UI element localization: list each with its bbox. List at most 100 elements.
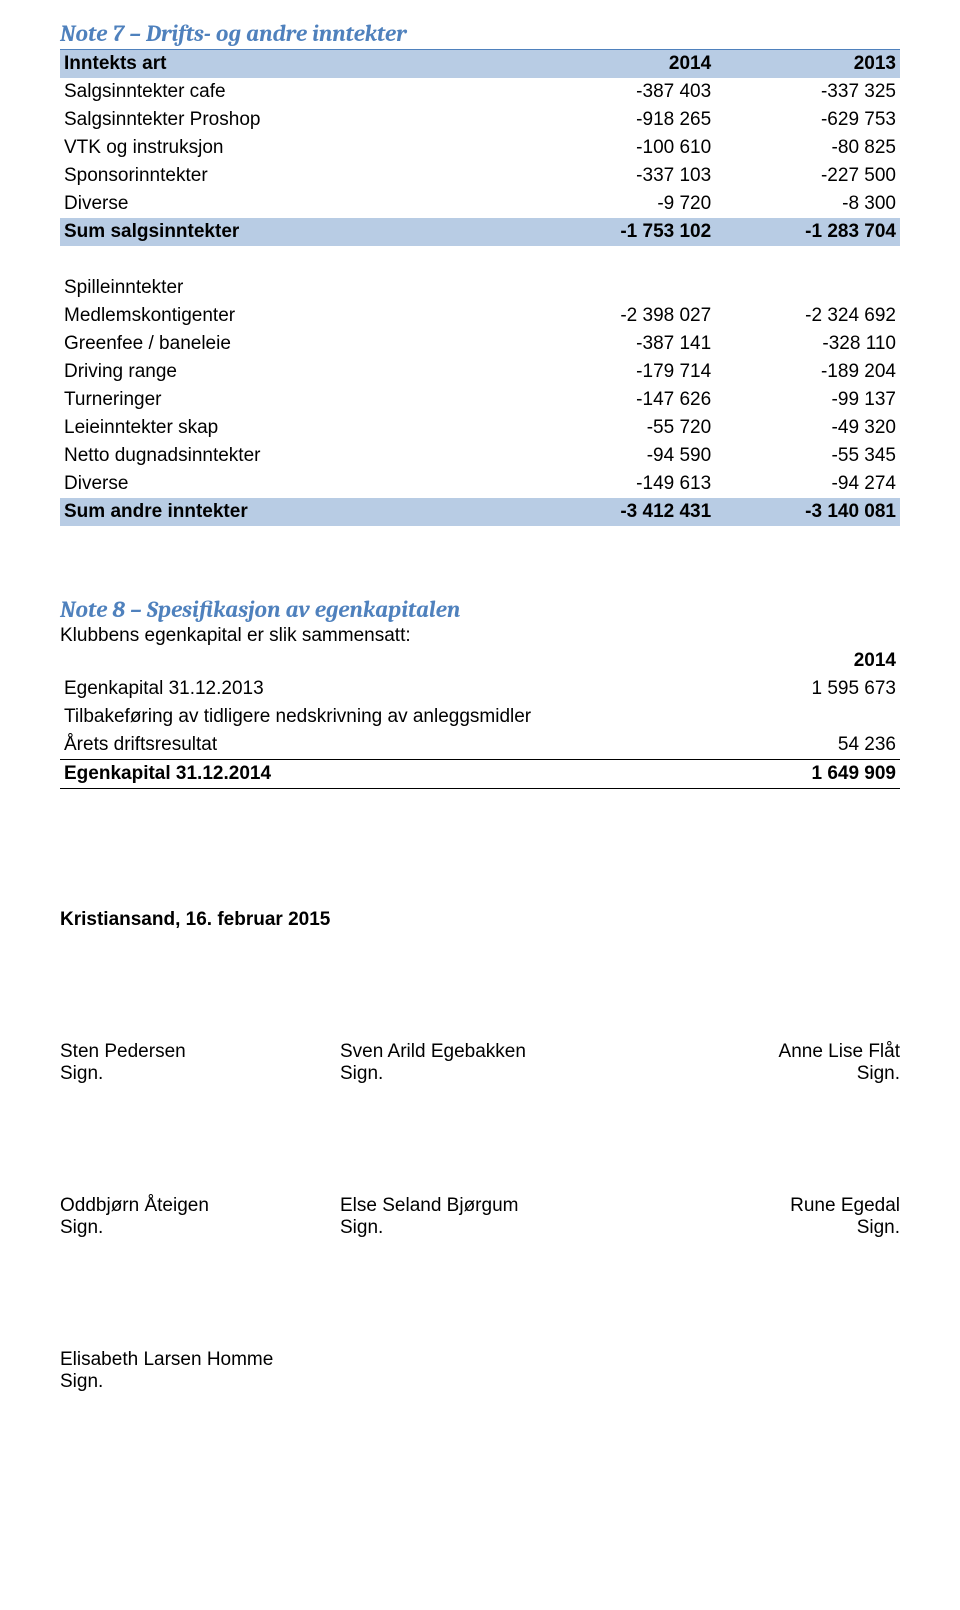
signature: Sven Arild Egebakken Sign. — [340, 1041, 620, 1085]
cell-label: Årets driftsresultat — [60, 731, 715, 760]
cell-label: Driving range — [60, 358, 530, 386]
cell-value: -337 103 — [530, 162, 715, 190]
sig-label: Sign. — [60, 1217, 340, 1239]
note7-title: Note 7 – Drifts- og andre inntekter — [60, 20, 900, 50]
cell-label: Egenkapital 31.12.2013 — [60, 675, 715, 703]
spacer-row — [60, 246, 900, 274]
note8-year: 2014 — [715, 647, 900, 675]
sum-label: Sum andre inntekter — [60, 498, 530, 526]
cell-label: Turneringer — [60, 386, 530, 414]
cell-label: Greenfee / baneleie — [60, 330, 530, 358]
note8-title: Note 8 – Spesifikasjon av egenkapitalen — [60, 596, 900, 625]
table-row: Driving range -179 714 -189 204 — [60, 358, 900, 386]
sig-name: Sven Arild Egebakken — [340, 1041, 620, 1063]
table-row: Medlemskontigenter -2 398 027 -2 324 692 — [60, 302, 900, 330]
signature: Elisabeth Larsen Homme Sign. — [60, 1349, 340, 1393]
table-row: Årets driftsresultat 54 236 — [60, 731, 900, 760]
sig-label: Sign. — [340, 1217, 620, 1239]
cell-value: -629 753 — [715, 106, 900, 134]
signature-row: Elisabeth Larsen Homme Sign. — [60, 1349, 900, 1393]
sig-name: Else Seland Bjørgum — [340, 1195, 620, 1217]
sig-name: Anne Lise Flåt — [620, 1041, 900, 1063]
table-row: Diverse -9 720 -8 300 — [60, 190, 900, 218]
signature-row: Oddbjørn Åteigen Sign. Else Seland Bjørg… — [60, 1195, 900, 1239]
cell-value: -328 110 — [715, 330, 900, 358]
signature: Sten Pedersen Sign. — [60, 1041, 340, 1085]
cell-value: -179 714 — [530, 358, 715, 386]
cell-label: Medlemskontigenter — [60, 302, 530, 330]
cell-empty — [715, 274, 900, 302]
sum-value: -1 753 102 — [530, 218, 715, 246]
note7-header-row: Inntekts art 2014 2013 — [60, 50, 900, 78]
cell-value: -55 720 — [530, 414, 715, 442]
sum-value: -3 140 081 — [715, 498, 900, 526]
cell-value: -55 345 — [715, 442, 900, 470]
col-header-2014: 2014 — [530, 50, 715, 78]
signature: Oddbjørn Åteigen Sign. — [60, 1195, 340, 1239]
note8-year-row: 2014 — [60, 647, 900, 675]
cell-value: -337 325 — [715, 78, 900, 106]
cell-value: 54 236 — [715, 731, 900, 760]
cell-value: -227 500 — [715, 162, 900, 190]
cell-value: -100 610 — [530, 134, 715, 162]
note7-sum-sales-row: Sum salgsinntekter -1 753 102 -1 283 704 — [60, 218, 900, 246]
cell-value: -918 265 — [530, 106, 715, 134]
cell-value: -2 398 027 — [530, 302, 715, 330]
sig-label: Sign. — [340, 1063, 620, 1085]
cell-value: -147 626 — [530, 386, 715, 414]
col-header-label: Inntekts art — [60, 50, 530, 78]
cell-value: -8 300 — [715, 190, 900, 218]
sum-label: Egenkapital 31.12.2014 — [60, 760, 715, 789]
cell-value: -387 141 — [530, 330, 715, 358]
table-row: Tilbakeføring av tidligere nedskrivning … — [60, 703, 900, 731]
signatures-block: Sten Pedersen Sign. Sven Arild Egebakken… — [60, 1041, 900, 1393]
cell-value: 1 595 673 — [715, 675, 900, 703]
table-row: Egenkapital 31.12.2013 1 595 673 — [60, 675, 900, 703]
cell-value: -99 137 — [715, 386, 900, 414]
spilleinntekter-label: Spilleinntekter — [60, 274, 530, 302]
table-row: Salgsinntekter cafe -387 403 -337 325 — [60, 78, 900, 106]
col-header-2013: 2013 — [715, 50, 900, 78]
cell-empty — [530, 274, 715, 302]
table-row: Sponsorinntekter -337 103 -227 500 — [60, 162, 900, 190]
cell-value: -9 720 — [530, 190, 715, 218]
sig-label: Sign. — [620, 1063, 900, 1085]
signature: Rune Egedal Sign. — [620, 1195, 900, 1239]
location-date: Kristiansand, 16. februar 2015 — [60, 909, 900, 931]
note7-sum-other-row: Sum andre inntekter -3 412 431 -3 140 08… — [60, 498, 900, 526]
note8-table: 2014 Egenkapital 31.12.2013 1 595 673 Ti… — [60, 647, 900, 789]
signature: Anne Lise Flåt Sign. — [620, 1041, 900, 1085]
cell-value: -94 590 — [530, 442, 715, 470]
cell-value: -2 324 692 — [715, 302, 900, 330]
table-row: Greenfee / baneleie -387 141 -328 110 — [60, 330, 900, 358]
cell-label: Sponsorinntekter — [60, 162, 530, 190]
sig-label: Sign. — [60, 1063, 340, 1085]
sig-name: Rune Egedal — [620, 1195, 900, 1217]
cell-empty — [60, 647, 715, 675]
signature-empty — [340, 1349, 620, 1393]
cell-label: Tilbakeføring av tidligere nedskrivning … — [60, 703, 715, 731]
cell-value: -49 320 — [715, 414, 900, 442]
cell-value — [715, 703, 900, 731]
signature-row: Sten Pedersen Sign. Sven Arild Egebakken… — [60, 1041, 900, 1085]
signature-empty — [620, 1349, 900, 1393]
cell-value: -387 403 — [530, 78, 715, 106]
cell-label: Netto dugnadsinntekter — [60, 442, 530, 470]
sum-label: Sum salgsinntekter — [60, 218, 530, 246]
note7-table: Inntekts art 2014 2013 Salgsinntekter ca… — [60, 50, 900, 526]
cell-value: -94 274 — [715, 470, 900, 498]
cell-label: VTK og instruksjon — [60, 134, 530, 162]
table-row: Leieinntekter skap -55 720 -49 320 — [60, 414, 900, 442]
cell-value: -80 825 — [715, 134, 900, 162]
cell-value: -189 204 — [715, 358, 900, 386]
cell-value: -149 613 — [530, 470, 715, 498]
table-row: Netto dugnadsinntekter -94 590 -55 345 — [60, 442, 900, 470]
table-row: Diverse -149 613 -94 274 — [60, 470, 900, 498]
note8-subtitle: Klubbens egenkapital er slik sammensatt: — [60, 625, 900, 647]
sig-name: Sten Pedersen — [60, 1041, 340, 1063]
table-row: Turneringer -147 626 -99 137 — [60, 386, 900, 414]
sum-value: -1 283 704 — [715, 218, 900, 246]
sig-label: Sign. — [620, 1217, 900, 1239]
sig-label: Sign. — [60, 1371, 340, 1393]
note8-sum-row: Egenkapital 31.12.2014 1 649 909 — [60, 760, 900, 789]
